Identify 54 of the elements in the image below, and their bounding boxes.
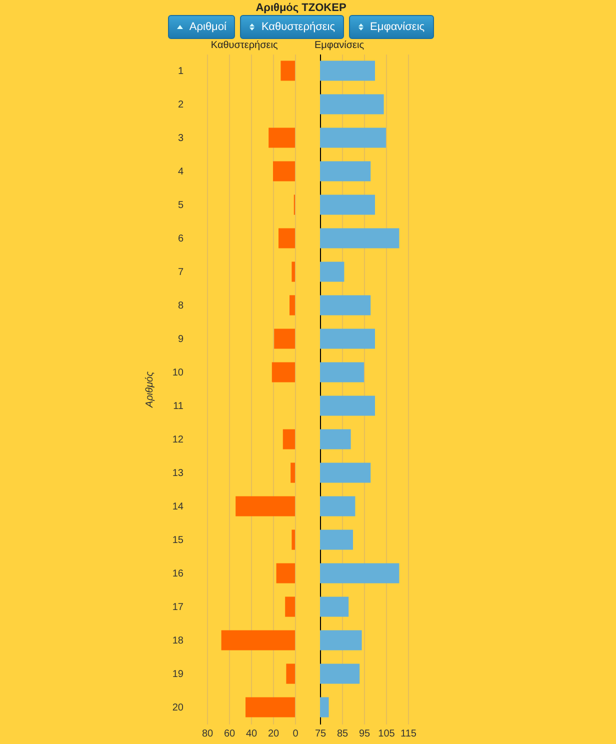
y-tick-label: 11 [173, 400, 184, 412]
bar [246, 697, 295, 718]
bar [272, 362, 295, 382]
y-tick-label: 18 [172, 635, 184, 646]
sort-button: Καθυστερήσεις [240, 15, 344, 39]
bar [280, 60, 295, 81]
bar [290, 295, 295, 316]
y-tick-label: 7 [178, 266, 184, 278]
x-tick-label: 80 [202, 728, 214, 740]
x-tick-label: 40 [246, 728, 258, 740]
y-tick-label: 20 [172, 702, 184, 714]
bar [292, 262, 295, 282]
bar [268, 128, 295, 148]
x-tick-label: 95 [358, 728, 370, 740]
bar [274, 328, 295, 349]
y-tick-label: 19 [172, 668, 184, 680]
y-tick-label: 15 [172, 534, 184, 546]
sort-button: Αριθμοί [168, 15, 236, 39]
y-axis-title: Αριθμός [144, 371, 156, 408]
bar [276, 563, 295, 584]
x-axis-title: Εμφανίσεις [314, 40, 364, 51]
bar [221, 630, 295, 650]
y-tick-label: 5 [178, 200, 184, 211]
y-tick-label: 16 [172, 568, 184, 580]
x-tick-label: 105 [378, 728, 396, 740]
x-tick-label: 75 [314, 728, 326, 740]
bar [278, 228, 295, 248]
bar [236, 496, 295, 516]
x-tick-label: 85 [336, 728, 348, 740]
bar [273, 161, 295, 182]
y-tick-label: 9 [178, 334, 184, 345]
x-tick-label: 20 [268, 728, 280, 740]
x-axis-title: Καθυστερήσεις [210, 40, 278, 51]
y-tick-label: 4 [178, 166, 184, 178]
bar [282, 429, 295, 450]
y-tick-label: 1 [178, 66, 184, 77]
y-tick-label: 3 [178, 132, 184, 144]
y-tick-label: 6 [178, 233, 184, 244]
bar [286, 664, 295, 684]
y-tick-label: 2 [178, 99, 184, 110]
x-tick-label: 0 [292, 728, 299, 740]
y-tick-label: 13 [172, 468, 184, 479]
y-tick-label: 17 [172, 602, 184, 613]
chart-title: Αριθμός ΤΖΟΚΕΡ [254, 2, 348, 14]
x-tick-label: 60 [224, 728, 236, 740]
y-tick-label: 12 [172, 434, 184, 446]
x-tick-label: 115 [400, 728, 417, 740]
y-tick-label: 14 [172, 501, 184, 512]
bar [290, 462, 295, 483]
bar [292, 530, 295, 550]
y-tick-label: 8 [178, 300, 184, 312]
y-tick-label: 10 [172, 367, 184, 378]
sort-button: Εμφανίσεις [349, 15, 434, 39]
bar [285, 596, 295, 617]
